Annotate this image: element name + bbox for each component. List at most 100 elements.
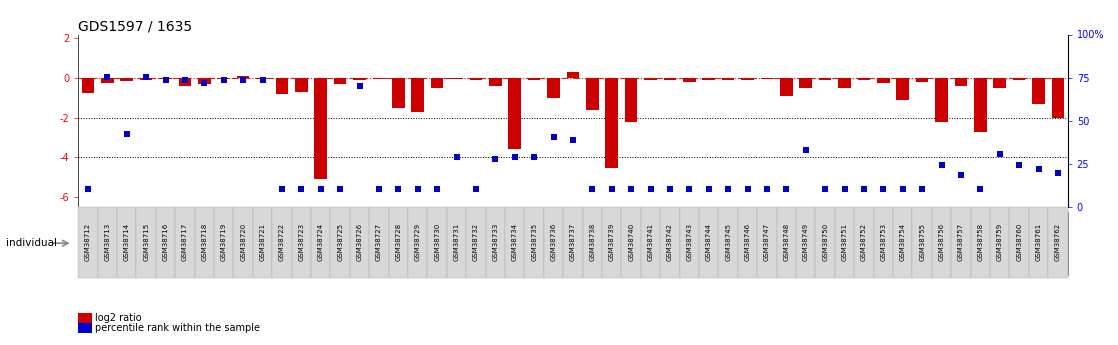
Text: GSM38737: GSM38737 <box>570 223 576 262</box>
Point <box>447 155 465 160</box>
Bar <box>835 34 854 207</box>
Text: GSM38734: GSM38734 <box>512 223 518 262</box>
Text: pat
ent 1: pat ent 1 <box>79 237 96 250</box>
Bar <box>932 34 951 207</box>
Bar <box>314 78 328 179</box>
Text: patient 15: patient 15 <box>756 239 797 248</box>
Point <box>254 77 272 82</box>
Text: GSM38726: GSM38726 <box>357 223 362 262</box>
Bar <box>78 207 97 278</box>
Bar <box>661 207 680 278</box>
Point <box>1030 166 1048 171</box>
Text: GSM38730: GSM38730 <box>434 223 440 262</box>
Point <box>1049 170 1067 176</box>
Bar <box>719 34 738 207</box>
Bar <box>641 212 661 275</box>
Bar <box>796 207 815 278</box>
Bar <box>543 212 641 275</box>
Point <box>273 186 291 192</box>
Bar <box>78 313 92 323</box>
Bar <box>253 34 273 207</box>
Text: GSM38740: GSM38740 <box>628 223 634 262</box>
Bar <box>1010 212 1068 275</box>
Bar <box>641 207 661 278</box>
Text: GSM38741: GSM38741 <box>647 223 654 262</box>
Bar <box>815 34 835 207</box>
Bar <box>155 207 176 278</box>
Bar <box>447 212 485 275</box>
Bar <box>136 207 155 278</box>
Text: GSM38736: GSM38736 <box>550 223 557 262</box>
Bar <box>699 207 719 278</box>
Bar <box>582 207 603 278</box>
Bar <box>528 78 540 80</box>
Bar <box>505 34 524 207</box>
Bar <box>936 78 948 122</box>
Text: GSM38733: GSM38733 <box>492 223 499 262</box>
Bar <box>680 207 699 278</box>
Point <box>777 186 795 192</box>
Point <box>913 186 931 192</box>
Bar <box>641 34 661 207</box>
Bar <box>699 34 719 207</box>
Bar <box>777 207 796 278</box>
Text: GSM38731: GSM38731 <box>454 223 459 262</box>
Bar <box>974 78 987 132</box>
Bar <box>509 78 521 148</box>
Text: GSM38725: GSM38725 <box>338 223 343 262</box>
Text: GSM38742: GSM38742 <box>667 223 673 262</box>
Text: percentile rank within the sample: percentile rank within the sample <box>95 323 260 333</box>
Bar <box>644 78 657 80</box>
Text: GSM38724: GSM38724 <box>318 223 324 262</box>
Point <box>79 186 97 192</box>
Bar <box>603 34 622 207</box>
Bar <box>369 34 389 207</box>
Bar <box>179 78 191 86</box>
Bar <box>176 212 253 275</box>
Text: patient 8: patient 8 <box>448 239 484 248</box>
Bar <box>136 34 155 207</box>
Bar <box>661 212 680 275</box>
Bar <box>738 207 757 278</box>
Bar <box>311 207 331 278</box>
Point <box>642 186 660 192</box>
Text: GSM38755: GSM38755 <box>919 223 926 262</box>
Bar <box>1029 207 1049 278</box>
Bar <box>451 78 463 79</box>
Bar <box>273 34 292 207</box>
Bar <box>195 207 214 278</box>
Text: log2 ratio: log2 ratio <box>95 313 142 323</box>
Bar <box>680 212 757 275</box>
Point <box>835 186 853 192</box>
Bar <box>408 212 447 275</box>
Point <box>623 186 641 192</box>
Bar <box>873 34 893 207</box>
Text: GSM38759: GSM38759 <box>997 223 1003 262</box>
Text: GSM38722: GSM38722 <box>280 223 285 262</box>
Point <box>661 186 679 192</box>
Bar <box>760 78 774 79</box>
Bar <box>237 76 249 78</box>
Text: pat
ent
13: pat ent 13 <box>664 233 675 253</box>
Bar <box>563 34 582 207</box>
Text: GSM38721: GSM38721 <box>259 223 266 262</box>
Bar <box>622 207 641 278</box>
Point <box>758 186 776 192</box>
Text: GSM38735: GSM38735 <box>531 223 537 262</box>
Bar <box>408 207 427 278</box>
Text: GSM38761: GSM38761 <box>1035 223 1042 262</box>
Bar <box>835 212 932 275</box>
Text: GSM38758: GSM38758 <box>977 223 984 262</box>
Text: GSM38754: GSM38754 <box>900 223 906 262</box>
Bar <box>897 78 909 100</box>
Text: patient 2: patient 2 <box>113 238 160 248</box>
Text: patient 7: patient 7 <box>409 239 446 248</box>
Text: GSM38762: GSM38762 <box>1055 223 1061 262</box>
Bar <box>350 212 408 275</box>
Bar <box>140 78 152 80</box>
Bar <box>334 78 347 85</box>
Bar <box>1032 78 1045 104</box>
Text: GSM38716: GSM38716 <box>162 223 169 262</box>
Bar <box>586 78 598 110</box>
Bar <box>799 78 812 88</box>
